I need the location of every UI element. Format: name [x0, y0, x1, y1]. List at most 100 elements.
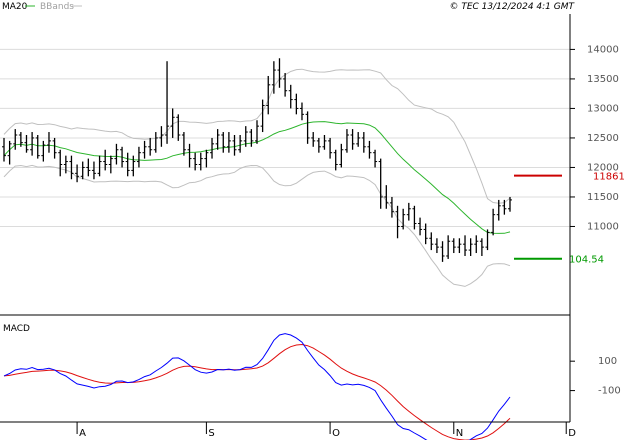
ohlc-bar	[125, 152, 130, 177]
ohlc-bar	[18, 132, 23, 147]
ohlc-bar	[277, 58, 282, 88]
ohlc-bar	[215, 129, 220, 150]
ohlc-bar	[35, 134, 40, 159]
ohlc-bar	[63, 155, 68, 174]
ohlc-bar	[502, 199, 507, 215]
ohlc-bar	[418, 217, 423, 236]
ohlc-bar	[243, 126, 248, 147]
ohlc-bar	[429, 232, 434, 251]
support-label: 104.54	[569, 255, 604, 266]
grid-layer	[0, 48, 570, 227]
ohlc-bar	[120, 146, 125, 168]
ohlc-bar	[361, 132, 366, 153]
legend-bbands: BBands	[40, 2, 74, 12]
ohlc-bar	[373, 149, 378, 168]
ohlc-bar	[226, 132, 231, 153]
month-tick-label: A	[79, 428, 86, 439]
bollinger-bands-layer	[3, 68, 511, 287]
bollinger-upper-line	[3, 68, 511, 204]
ohlc-bar	[108, 155, 113, 174]
ohlc-bar	[210, 137, 215, 159]
macd-tick-label: -100	[598, 386, 621, 397]
ohlc-bar	[468, 238, 473, 256]
resistance-label: 11861	[593, 172, 625, 183]
ohlc-bar	[457, 238, 462, 254]
ohlc-bar	[41, 140, 46, 162]
ohlc-bar	[485, 229, 490, 251]
ohlc-bar	[193, 152, 198, 171]
month-tick-label: S	[208, 428, 214, 439]
ohlc-bar	[378, 158, 383, 209]
macd-panel-title: MACD	[3, 324, 30, 334]
ohlc-bar	[232, 134, 237, 156]
ohlc-bar	[142, 140, 147, 159]
ohlc-bar	[451, 238, 456, 254]
ohlc-bar	[131, 155, 136, 177]
ohlc-bar	[440, 241, 445, 262]
axis-layer: 14000 13500 13000 12500 12000 11500 11000 100 -1…	[76, 44, 621, 439]
ohlc-bar	[434, 238, 439, 254]
ohlc-bar	[333, 149, 338, 171]
ohlc-bar	[311, 132, 316, 147]
ohlc-bar	[299, 102, 304, 121]
month-tick-label: O	[332, 428, 340, 439]
ohlc-bar	[2, 137, 6, 162]
ohlc-bar	[136, 146, 141, 168]
bollinger-lower-line	[3, 164, 511, 287]
ohlc-bar	[97, 155, 102, 177]
ohlc-bar	[423, 223, 428, 245]
ohlc-bar	[80, 161, 85, 180]
ohlc-bar	[46, 132, 51, 153]
legend-ma20: MA20	[2, 2, 28, 12]
ohlc-bar	[401, 208, 406, 230]
ohlc-bar	[260, 99, 265, 133]
ohlc-bar	[69, 155, 74, 180]
ohlc-bar	[305, 111, 310, 144]
ohlc-bar	[24, 134, 29, 153]
ohlc-bar	[91, 161, 96, 180]
ohlc-bar	[114, 143, 119, 165]
price-tick-label: 12500	[587, 133, 619, 144]
ohlc-bar	[350, 129, 355, 150]
ohlc-bar	[446, 235, 451, 259]
ohlc-bar	[52, 137, 57, 159]
ohlc-bar	[288, 84, 293, 109]
ohlc-bar	[148, 137, 153, 156]
ohlc-bar	[491, 208, 496, 236]
month-tick-label: D	[568, 428, 576, 439]
ohlc-bar	[271, 61, 276, 94]
ohlc-bar	[30, 132, 35, 156]
ohlc-bar	[463, 235, 468, 256]
copyright-text: © TEC 13/12/2024 4:1 GMT	[449, 2, 575, 12]
ohlc-bar	[474, 235, 479, 254]
macd-signal-line	[3, 343, 511, 440]
ohlc-bar	[170, 108, 175, 138]
ohlc-bar	[153, 132, 158, 153]
ohlc-bar	[344, 129, 349, 153]
ohlc-bar	[316, 137, 321, 153]
ohlc-bar	[181, 132, 186, 156]
ohlc-bar	[496, 199, 501, 221]
price-tick-label: 13000	[587, 103, 619, 114]
ohlc-bar	[266, 75, 271, 115]
ohlc-bar	[159, 126, 164, 147]
levels-layer: 11861 104.54	[514, 172, 625, 266]
ohlc-bar	[508, 196, 512, 212]
macd-tick-label: 100	[598, 356, 617, 367]
ohlc-bar	[198, 152, 203, 171]
ohlc-bar	[479, 238, 484, 256]
ohlc-bar	[187, 143, 192, 168]
ohlc-bar	[406, 202, 411, 221]
ohlc-bar	[283, 73, 288, 97]
ohlc-bar	[389, 196, 394, 218]
price-tick-label: 11000	[587, 221, 619, 232]
ohlc-bar	[395, 205, 400, 239]
ohlc-bar	[103, 149, 108, 171]
ohlc-bar	[255, 120, 259, 144]
ohlc-bar	[367, 140, 372, 159]
ohlc-bar	[58, 149, 63, 177]
price-tick-label: 11500	[587, 192, 619, 203]
ohlc-bar	[86, 158, 91, 177]
ohlc-bar	[204, 149, 209, 168]
